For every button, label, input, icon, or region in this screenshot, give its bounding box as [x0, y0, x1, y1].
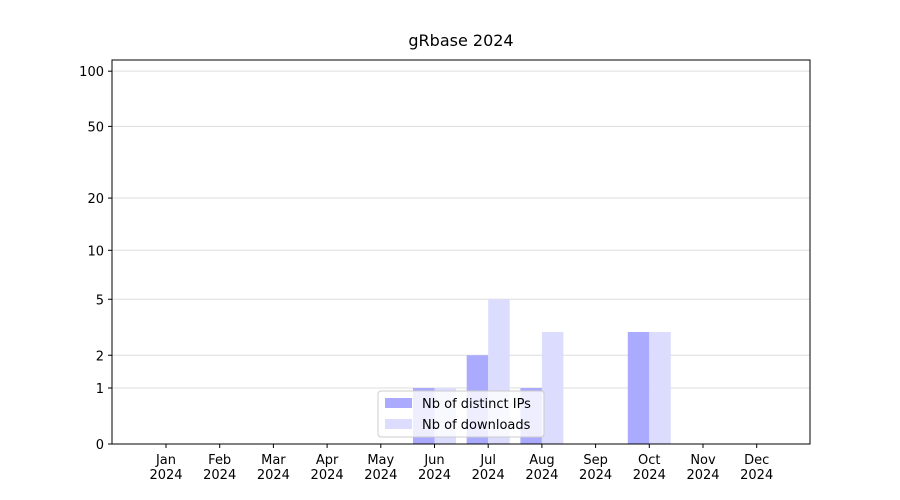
y-tick-label: 1: [96, 382, 104, 397]
y-tick-label: 100: [79, 65, 104, 80]
y-tick-label: 10: [87, 244, 104, 259]
bar: [627, 332, 650, 444]
x-tick-label: Mar 2024: [256, 453, 290, 483]
legend-swatch: [385, 398, 412, 408]
legend: Nb of distinct IPs Nb of downloads: [377, 390, 545, 438]
plot-frame: [111, 59, 811, 445]
x-tick-label: Aug 2024: [525, 453, 559, 483]
bar: [649, 332, 671, 444]
y-tick-label: 2: [96, 349, 104, 364]
legend-swatch: [385, 419, 412, 429]
legend-label: Nb of downloads: [422, 418, 531, 433]
x-tick-label: May 2024: [364, 453, 398, 483]
x-tick-label: Oct 2024: [632, 453, 666, 483]
bar: [541, 332, 564, 444]
x-tick-label: Jun 2024: [417, 453, 452, 483]
legend-label: Nb of distinct IPs: [422, 397, 531, 412]
chart-title: gRbase 2024: [408, 31, 513, 50]
x-tick-label: Dec 2024: [740, 453, 774, 483]
x-tick-label: Nov 2024: [686, 453, 720, 483]
x-tick-label: Sep 2024: [579, 453, 613, 483]
y-tick-label: 50: [87, 120, 104, 135]
x-tick-label: Apr 2024: [310, 453, 344, 483]
x-tick-label: Jul 2024: [471, 453, 505, 483]
y-tick-label: 5: [96, 293, 104, 308]
x-tick-label: Feb 2024: [203, 453, 237, 483]
y-tick-label: 20: [87, 192, 104, 207]
x-tick-label: Jan 2024: [149, 453, 183, 483]
y-tick-label: 0: [96, 438, 104, 453]
legend-box: [377, 390, 545, 438]
